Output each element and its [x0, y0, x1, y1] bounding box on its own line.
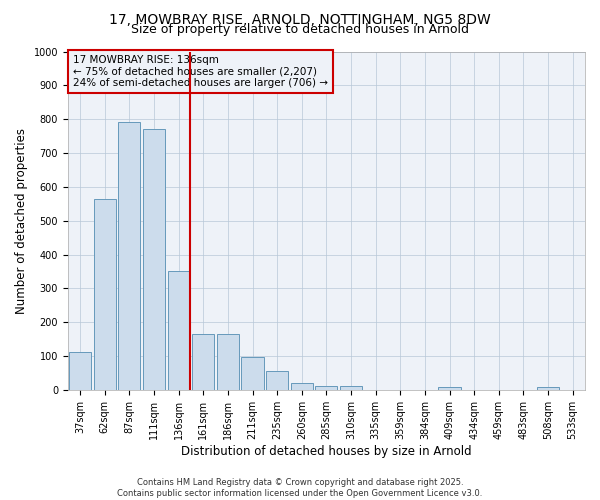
Bar	[316, 386, 337, 390]
Bar	[167, 272, 190, 390]
Bar	[192, 334, 214, 390]
Bar	[143, 130, 165, 390]
Bar	[241, 357, 263, 390]
Bar	[537, 387, 559, 390]
Text: 17 MOWBRAY RISE: 136sqm
← 75% of detached houses are smaller (2,207)
24% of semi: 17 MOWBRAY RISE: 136sqm ← 75% of detache…	[73, 55, 328, 88]
Text: Contains HM Land Registry data © Crown copyright and database right 2025.
Contai: Contains HM Land Registry data © Crown c…	[118, 478, 482, 498]
Bar	[266, 371, 288, 390]
Bar	[69, 352, 91, 390]
Text: 17, MOWBRAY RISE, ARNOLD, NOTTINGHAM, NG5 8DW: 17, MOWBRAY RISE, ARNOLD, NOTTINGHAM, NG…	[109, 12, 491, 26]
Bar	[290, 383, 313, 390]
X-axis label: Distribution of detached houses by size in Arnold: Distribution of detached houses by size …	[181, 444, 472, 458]
Text: Size of property relative to detached houses in Arnold: Size of property relative to detached ho…	[131, 22, 469, 36]
Bar	[118, 122, 140, 390]
Bar	[340, 386, 362, 390]
Y-axis label: Number of detached properties: Number of detached properties	[15, 128, 28, 314]
Bar	[94, 198, 116, 390]
Bar	[217, 334, 239, 390]
Bar	[439, 387, 461, 390]
